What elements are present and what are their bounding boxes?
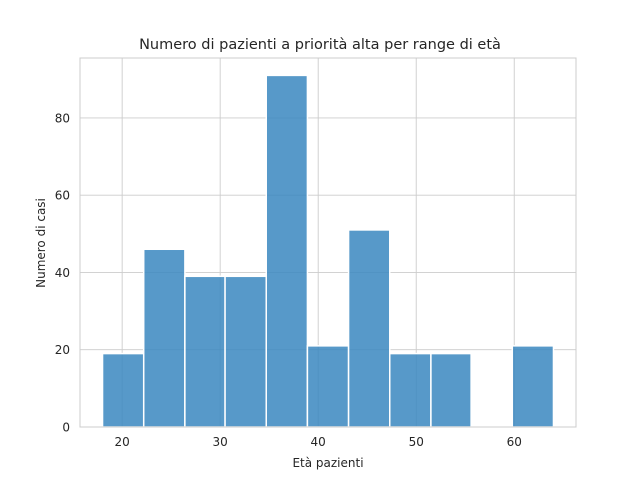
x-tick-label: 50 — [409, 435, 424, 449]
x-tick-label: 60 — [507, 435, 522, 449]
histogram-bar — [101, 352, 145, 428]
x-axis-label: Età pazienti — [292, 456, 363, 470]
y-tick-label: 0 — [62, 421, 70, 435]
x-tick-label: 20 — [115, 435, 130, 449]
y-axis-label: Numero di casi — [34, 198, 48, 288]
histogram-bar — [224, 275, 267, 428]
plot-frame — [79, 57, 577, 428]
histogram-bar — [347, 229, 391, 428]
y-tick-label: 20 — [55, 343, 70, 357]
y-tick-label: 80 — [55, 111, 70, 125]
histogram-bar — [265, 74, 309, 428]
histogram-bar — [389, 352, 432, 428]
bars-layer — [101, 74, 555, 428]
histogram-bar — [184, 275, 226, 428]
x-tick-label: 40 — [311, 435, 326, 449]
histogram-bar — [430, 352, 472, 428]
chart-title: Numero di pazienti a priorità alta per r… — [139, 37, 501, 53]
histogram-bar — [142, 248, 186, 428]
x-tick-label: 30 — [213, 435, 228, 449]
y-tick-label: 60 — [55, 189, 70, 203]
y-tick-label: 40 — [55, 266, 70, 280]
histogram-bar — [306, 345, 350, 428]
histogram-bar — [511, 345, 555, 428]
ticks-layer: 20 30 40 50 60 0 20 40 60 80 — [55, 111, 522, 449]
